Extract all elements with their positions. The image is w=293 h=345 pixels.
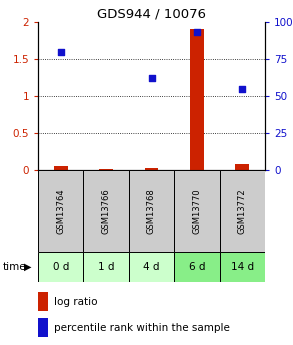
Bar (84, 170, 129, 252)
Text: 0 d: 0 d (52, 262, 69, 272)
Bar (236, 164, 249, 170)
Bar (219, 252, 265, 282)
Bar (84, 252, 129, 282)
Point (195, 29, 199, 34)
Text: GSM13766: GSM13766 (102, 188, 110, 234)
Text: 4 d: 4 d (143, 262, 160, 272)
Title: GDS944 / 10076: GDS944 / 10076 (97, 8, 206, 21)
Text: GSM13772: GSM13772 (238, 188, 247, 234)
Bar (38, 252, 84, 282)
Bar (54, 166, 67, 170)
Text: 14 d: 14 d (231, 262, 254, 272)
Point (149, 75, 154, 80)
Bar (190, 29, 204, 170)
Bar (219, 170, 265, 252)
Bar (38, 170, 84, 252)
Bar (145, 168, 158, 170)
Bar (129, 170, 174, 252)
Text: percentile rank within the sample: percentile rank within the sample (54, 323, 230, 333)
Bar (99, 168, 113, 170)
Text: GSM13764: GSM13764 (56, 188, 65, 234)
Bar (129, 252, 174, 282)
Text: GSM13768: GSM13768 (147, 188, 156, 234)
Point (58, 49, 63, 55)
Text: GSM13770: GSM13770 (193, 188, 201, 234)
Text: 1 d: 1 d (98, 262, 114, 272)
Point (240, 86, 245, 91)
Text: ▶: ▶ (24, 262, 32, 272)
Bar (174, 252, 219, 282)
Bar (38, 292, 48, 312)
Text: log ratio: log ratio (54, 296, 97, 306)
Text: 6 d: 6 d (189, 262, 205, 272)
Bar (38, 318, 48, 337)
Bar (174, 170, 219, 252)
Text: time: time (3, 262, 27, 272)
